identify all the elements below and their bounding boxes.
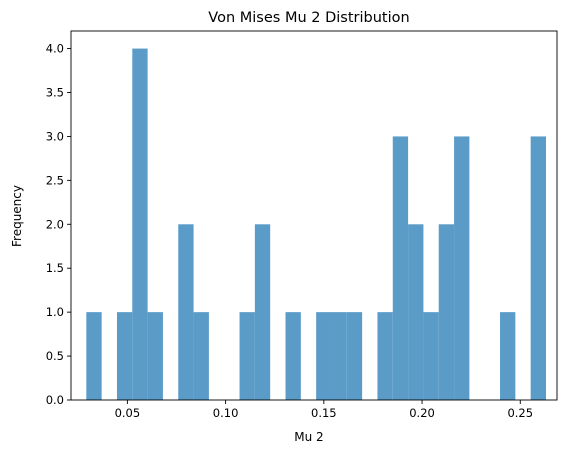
histogram-bar: [377, 312, 393, 400]
histogram-bar: [392, 136, 409, 400]
histogram-bar: [178, 224, 194, 400]
histogram-bar: [254, 224, 271, 400]
y-axis-ticks: 0.0 0.5 1.0 1.5 2.0 2.5 3.0 3.5 4.0: [46, 42, 71, 407]
y-tick-label: 1.0: [46, 305, 64, 319]
y-tick-label: 3.0: [46, 129, 64, 143]
y-tick-label: 3.5: [46, 86, 64, 100]
histogram-bar: [239, 312, 255, 400]
y-tick-label: 2.0: [46, 217, 64, 231]
y-tick-label: 4.0: [46, 42, 64, 56]
histogram-bar: [408, 224, 424, 400]
histogram-bar: [86, 312, 102, 400]
histogram-bar: [454, 136, 470, 400]
x-tick-label: 0.25: [507, 406, 533, 420]
x-tick-label: 0.10: [213, 406, 239, 420]
y-tick-label: 1.5: [46, 261, 64, 275]
plot-frame: [70, 30, 558, 401]
y-tick-label: 0.0: [46, 393, 64, 407]
histogram-bar: [116, 312, 133, 400]
x-tick-label: 0.05: [115, 406, 141, 420]
histogram-bar: [530, 136, 546, 400]
chart-title: Von Mises Mu 2 Distribution: [208, 10, 409, 26]
histogram-bar: [132, 48, 148, 400]
x-tick-label: 0.20: [409, 406, 435, 420]
x-tick-label: 0.15: [311, 406, 337, 420]
histogram-bar: [147, 312, 163, 400]
y-axis-label: Frequency: [10, 185, 24, 247]
y-tick-label: 0.5: [46, 349, 64, 363]
x-axis-ticks: 0.05 0.10 0.15 0.20 0.25: [115, 400, 533, 420]
bars-group: [86, 48, 546, 400]
y-tick-label: 2.5: [46, 173, 64, 187]
histogram-bar: [423, 312, 439, 400]
histogram-bar: [316, 312, 332, 400]
histogram-bar: [331, 312, 347, 400]
x-axis-label: Mu 2: [294, 430, 323, 444]
histogram-bar: [438, 224, 455, 400]
histogram-bar: [285, 312, 301, 400]
histogram-bar: [346, 312, 363, 400]
histogram-bar: [193, 312, 209, 400]
histogram-bar: [500, 312, 516, 400]
